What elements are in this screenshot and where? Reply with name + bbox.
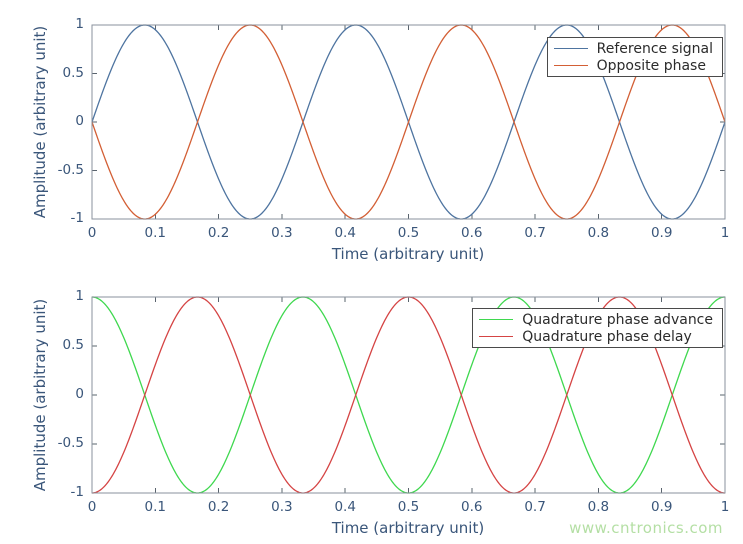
x-tick-label: 0.5: [397, 225, 420, 241]
y-tick-label: -1: [70, 210, 84, 226]
axes-top: [91, 24, 726, 220]
watermark: www.cntronics.com: [569, 519, 723, 537]
x-tick-label: 0: [87, 225, 97, 241]
x-tick-label: 0.5: [397, 499, 420, 515]
legend-row-quadrature-phase-delay: Quadrature phase delay: [479, 328, 713, 345]
x-tick-label: 0.3: [271, 225, 293, 241]
legend-label: Quadrature phase advance: [522, 311, 713, 328]
x-tick-label: 0.4: [334, 225, 356, 241]
x-tick-label: 0.2: [207, 225, 230, 241]
x-tick-label: 0.9: [650, 225, 673, 241]
legend-label: Quadrature phase delay: [522, 328, 692, 345]
x-tick-label: 0.7: [524, 499, 546, 515]
x-tick-label: 0.1: [144, 499, 167, 515]
x-tick-label: 0.1: [144, 225, 167, 241]
legend-row-reference-signal: Reference signal: [553, 40, 713, 57]
legend-line-sample: [479, 319, 514, 320]
x-tick-label: 0: [87, 499, 97, 515]
y-tick-label: -1: [70, 484, 84, 500]
axes-bottom: [91, 296, 726, 494]
x-axis-label-top: Time (arbitrary unit): [331, 245, 485, 263]
legend-line-sample: [553, 48, 588, 49]
x-tick-label: 0.8: [587, 225, 610, 241]
x-tick-label: 0.6: [461, 499, 483, 515]
x-tick-label: 0.6: [461, 225, 483, 241]
x-tick-label: 0.4: [334, 499, 356, 515]
x-tick-label: 1: [720, 499, 730, 515]
x-tick-label: 0.2: [207, 499, 230, 515]
y-tick-label: -0.5: [57, 435, 84, 451]
legend-line-sample: [479, 336, 514, 337]
legend-label: Reference signal: [596, 40, 713, 57]
x-tick-label: 1: [720, 225, 730, 241]
legend-row-opposite-phase: Opposite phase: [553, 57, 713, 74]
legend-row-quadrature-phase-advance: Quadrature phase advance: [479, 311, 713, 328]
x-tick-label: 0.8: [587, 499, 610, 515]
x-tick-label: 0.7: [524, 225, 546, 241]
y-tick-label: 0: [75, 386, 84, 402]
y-tick-label: -0.5: [57, 161, 84, 178]
legend-top: Reference signal Opposite phase: [546, 37, 723, 77]
x-tick-label: 0.3: [271, 499, 293, 515]
y-tick-label: 0.5: [62, 64, 84, 81]
legend-label: Opposite phase: [596, 57, 706, 74]
y-tick-label: 0: [75, 113, 84, 129]
y-tick-label: 1: [75, 288, 84, 304]
x-tick-label: 0.9: [650, 499, 673, 515]
axes-border: [91, 296, 726, 494]
legend-bottom: Quadrature phase advance Quadrature phase…: [472, 308, 723, 348]
y-tick-label: 1: [75, 16, 84, 32]
y-tick-label: 0.5: [62, 337, 84, 353]
legend-line-sample: [553, 65, 588, 66]
axes-border: [91, 24, 726, 220]
curve-opposite-phase: [91, 24, 726, 220]
x-axis-label-bottom: Time (arbitrary unit): [331, 519, 485, 537]
